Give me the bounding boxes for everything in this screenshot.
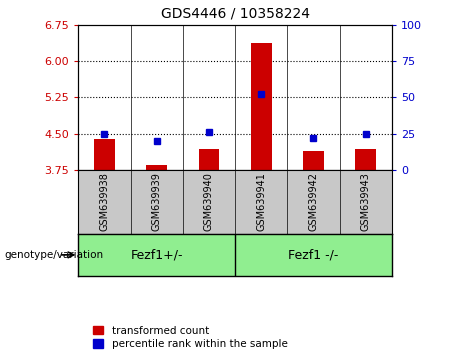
Text: Fezf1 -/-: Fezf1 -/- — [288, 249, 339, 261]
Title: GDS4446 / 10358224: GDS4446 / 10358224 — [160, 7, 310, 21]
Legend: transformed count, percentile rank within the sample: transformed count, percentile rank withi… — [93, 326, 287, 349]
Bar — [251, 43, 272, 170]
Text: GSM639943: GSM639943 — [361, 172, 371, 231]
Text: GSM639941: GSM639941 — [256, 172, 266, 231]
Text: GSM639938: GSM639938 — [100, 172, 110, 231]
Bar — [94, 139, 115, 170]
Text: GSM639940: GSM639940 — [204, 172, 214, 231]
Text: genotype/variation: genotype/variation — [5, 250, 104, 260]
Text: Fezf1+/-: Fezf1+/- — [130, 249, 183, 261]
Bar — [355, 149, 376, 170]
Text: GSM639939: GSM639939 — [152, 172, 162, 231]
Bar — [199, 149, 219, 170]
Bar — [303, 150, 324, 170]
Text: GSM639942: GSM639942 — [308, 172, 319, 231]
Bar — [146, 165, 167, 170]
